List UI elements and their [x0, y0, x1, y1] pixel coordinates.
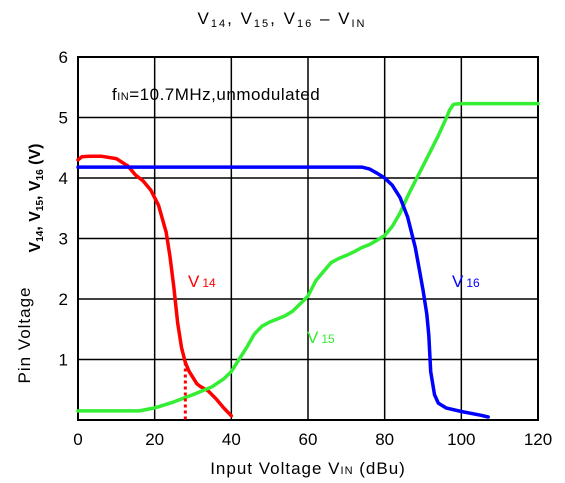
series-label-v15: V 15 [307, 328, 335, 347]
v16-label-sub: 16 [466, 276, 480, 290]
annotation-sub-in: IN [117, 91, 129, 103]
y-tick-label: 2 [59, 290, 68, 309]
annotation-f: f [112, 85, 117, 104]
y-tick-label: 6 [59, 48, 68, 67]
plot-area [76, 101, 540, 420]
title-sub16: 16 [297, 18, 313, 30]
x-axis-ticks: 0 20 40 60 80 100 120 [73, 430, 552, 449]
x-tick-label: 100 [447, 430, 475, 449]
yq-sub16: 16 [35, 169, 46, 181]
series-line-v16 [76, 165, 490, 419]
x-tick-label: 0 [73, 430, 82, 449]
series-line-v14 [76, 154, 234, 418]
title-v15: V [241, 9, 254, 28]
v14-label-sub: 14 [202, 276, 216, 290]
chart-title: V14, V15, V16 – VIN [198, 9, 367, 30]
yq-v15: V [27, 211, 44, 222]
x-title-post: (dBu) [354, 459, 406, 478]
yq-sub15: 15 [35, 200, 46, 212]
title-v16: V [284, 9, 297, 28]
v15-label-sub: 15 [321, 332, 335, 346]
yq-v14: V [27, 241, 44, 252]
x-title-pre: Input Voltage V [210, 459, 340, 478]
x-axis-title: Input Voltage VIN (dBu) [210, 459, 406, 478]
y-axis-title: Pin Voltage [15, 286, 34, 383]
grid [77, 56, 539, 421]
x-title-sub: IN [341, 465, 354, 477]
y-tick-label: 5 [59, 109, 68, 128]
yq-v16: V [27, 180, 44, 191]
y-tick-label: 4 [59, 169, 68, 188]
series-label-v16: V 16 [452, 272, 480, 291]
title-sub14: 14 [211, 18, 227, 30]
yq-sep1: , [27, 222, 44, 231]
yq-sub14: 14 [35, 230, 46, 242]
y-tick-label: 1 [59, 351, 68, 370]
annotation-rest: =10.7MHz,unmodulated [129, 85, 320, 104]
y-axis-ticks: 1 2 3 4 5 6 [59, 48, 68, 370]
title-sub-in: IN [351, 18, 366, 30]
x-tick-label: 20 [145, 430, 164, 449]
title-v14: V [198, 9, 211, 28]
title-dash: – V [313, 9, 351, 28]
y-axis-quantity: V14, V15, V16 (V) [27, 144, 46, 253]
yq-sep2: , [27, 191, 44, 200]
title-sep1: , [227, 9, 240, 28]
v16-label-v: V [452, 272, 464, 291]
y-tick-label: 3 [59, 230, 68, 249]
x-tick-label: 80 [375, 430, 394, 449]
title-sub15: 15 [254, 18, 270, 30]
x-tick-label: 120 [524, 430, 552, 449]
x-tick-label: 40 [222, 430, 241, 449]
v15-label-v: V [307, 328, 319, 347]
v14-label-v: V [188, 272, 200, 291]
yq-unit: (V) [27, 144, 44, 170]
series-label-v14: V 14 [188, 272, 216, 291]
x-tick-label: 60 [299, 430, 318, 449]
title-sep2: , [270, 9, 283, 28]
series-line-v15 [76, 101, 540, 413]
condition-annotation: fIN=10.7MHz,unmodulated [112, 85, 320, 104]
